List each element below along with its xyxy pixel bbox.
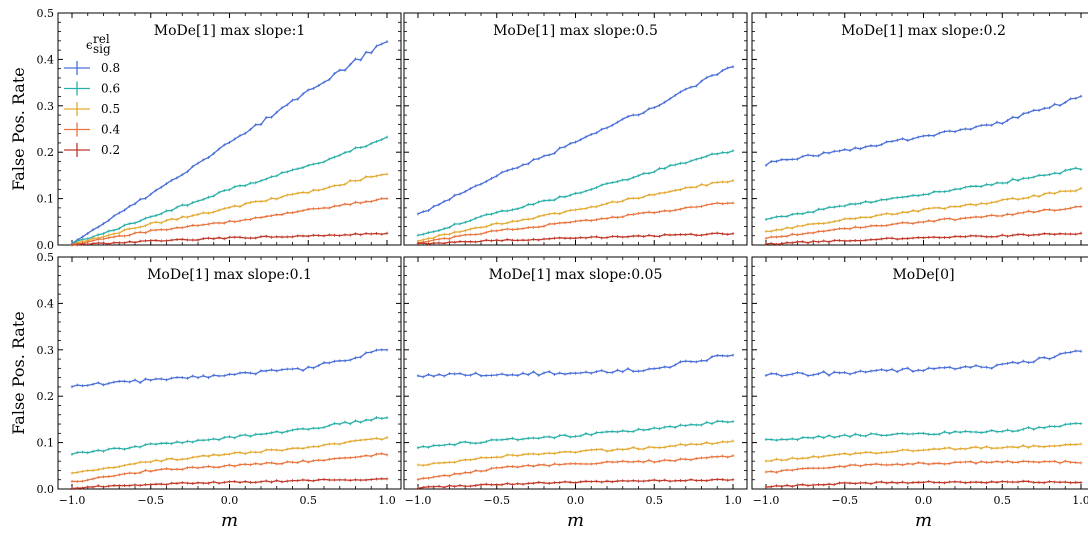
legend-title-sup: rel: [93, 32, 110, 46]
y-tick-label: 0.1: [37, 193, 55, 206]
series-errorbars-0.2: [764, 231, 1083, 246]
y-tick-label: 0.5: [37, 7, 55, 20]
series-errorbars-0.2: [416, 477, 735, 490]
x-tick-label: 0.0: [221, 494, 239, 507]
y-tick-label: 0.3: [37, 100, 55, 113]
series-errorbars-0.4: [764, 459, 1083, 474]
legend-title-sub: sig: [93, 42, 111, 56]
y-tick-label: 0.0: [37, 483, 55, 496]
y-tick-label: 0.5: [37, 251, 55, 264]
series-errorbars-0.6: [764, 421, 1083, 442]
series-errorbars-0.5: [416, 179, 735, 243]
x-tick-label: 0.0: [567, 494, 585, 507]
y-tick-label: 0.2: [37, 146, 55, 159]
series-errorbars-0.2: [416, 231, 735, 246]
series-errorbars-0.5: [764, 186, 1083, 233]
x-tick-label: 0.5: [994, 494, 1012, 507]
x-tick-label: 0.5: [300, 494, 318, 507]
panel-3: MoDe[1] max slope:0.2: [751, 12, 1088, 246]
legend-entry-label: 0.5: [101, 102, 120, 116]
series-errorbars-0.4: [70, 452, 389, 484]
panel-5: −1.0 −0.5 0.0 0.5 1.0 MoDe[1] max slope:0.05: [403, 256, 748, 507]
x-axis-label: m: [221, 510, 238, 531]
panel-title: MoDe[1] max slope:0.05: [489, 267, 663, 283]
x-tick-label: −1.0: [405, 494, 432, 507]
legend-title: ϵ: [86, 38, 93, 52]
y-tick-label: 0.2: [37, 390, 55, 403]
x-tick-label: 1.0: [1072, 494, 1088, 507]
series-errorbars-0.8: [764, 349, 1083, 378]
y-tick-label: 0.4: [37, 297, 55, 310]
panel-4: −1.0 −0.5 0.0 0.5 1.0 0.0 0.1 0.2 0.3 0.4 0.5 MoDe[…: [37, 251, 402, 507]
series-errorbars-0.6: [70, 416, 389, 456]
legend-entry-label: 0.4: [101, 123, 120, 137]
series-errorbars-0.5: [764, 442, 1083, 463]
series-errorbars-0.8: [416, 353, 735, 379]
x-tick-label: 0.0: [915, 494, 933, 507]
series-errorbars-0.6: [416, 149, 735, 237]
y-axis-label: False Pos. Rate: [9, 67, 28, 190]
x-axis-label: m: [567, 510, 584, 531]
x-tick-label: 1.0: [724, 494, 742, 507]
series-errorbars-0.2: [70, 477, 389, 490]
series-errorbars-0.8: [764, 94, 1083, 167]
y-tick-label: 0.0: [37, 239, 55, 252]
panel-title: MoDe[0]: [892, 267, 954, 283]
panel-title: MoDe[1] max slope:0.2: [841, 23, 1006, 39]
x-tick-label: 1.0: [378, 494, 396, 507]
series-errorbars-0.6: [416, 419, 735, 450]
series-errorbars-0.6: [764, 166, 1083, 221]
x-tick-label: −0.5: [483, 494, 510, 507]
panel-title: MoDe[1] max slope:0.1: [147, 267, 312, 283]
series-errorbars-0.4: [764, 205, 1083, 240]
x-tick-label: 0.5: [646, 494, 664, 507]
series-errorbars-0.4: [70, 197, 389, 247]
y-tick-label: 0.3: [37, 344, 55, 357]
series-errorbars-0.4: [416, 454, 735, 482]
series-errorbars-0.8: [416, 65, 735, 216]
y-axis-label: False Pos. Rate: [9, 311, 28, 434]
x-tick-label: −1.0: [59, 494, 86, 507]
panel-title: MoDe[1] max slope:1: [154, 23, 305, 39]
legend-entry-label: 0.8: [101, 61, 120, 75]
series-errorbars-0.5: [70, 436, 389, 475]
x-tick-label: −0.5: [137, 494, 164, 507]
y-tick-label: 0.1: [37, 437, 55, 450]
y-tick-label: 0.4: [37, 53, 55, 66]
panel-1: 0.0 0.1 0.2 0.3 0.4 0.5 MoDe[1] max slope:1: [37, 7, 402, 252]
x-tick-label: −0.5: [831, 494, 858, 507]
panel-2: MoDe[1] max slope:0.5: [403, 12, 748, 246]
legend-entry-label: 0.2: [101, 143, 120, 157]
series-errorbars-0.8: [70, 348, 389, 389]
series-errorbars-0.2: [70, 231, 389, 247]
series-errorbars-0.5: [416, 439, 735, 467]
x-axis-label: m: [915, 510, 932, 531]
series-errorbars-0.2: [764, 479, 1083, 489]
x-tick-label: −1.0: [753, 494, 780, 507]
panel-title: MoDe[1] max slope:0.5: [493, 23, 658, 39]
legend-entry-label: 0.6: [101, 82, 120, 96]
panel-6: −1.0 −0.5 0.0 0.5 1.0 MoDe[0]: [751, 256, 1088, 507]
